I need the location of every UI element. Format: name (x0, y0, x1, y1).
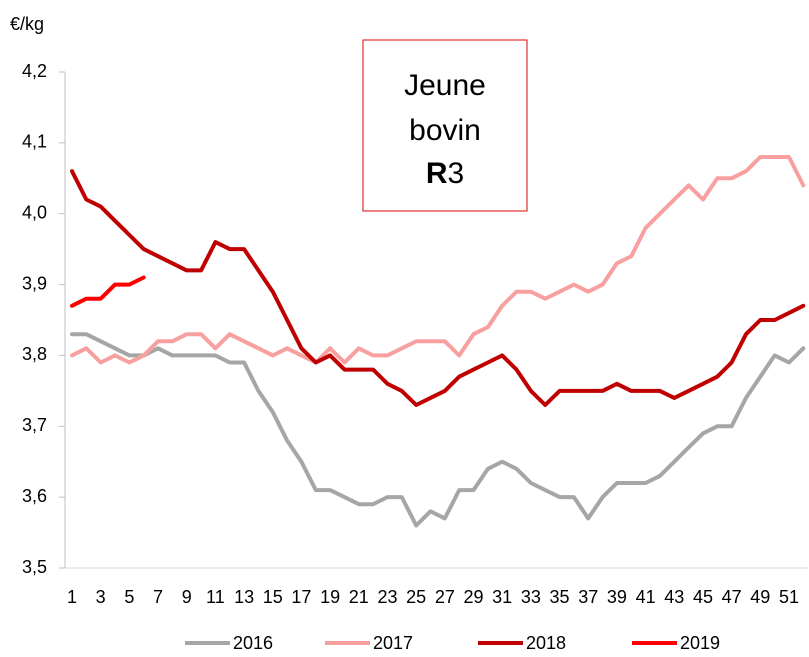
annotation-span: R (426, 157, 448, 190)
x-tick-label: 23 (377, 587, 397, 607)
x-tick-label: 15 (263, 587, 283, 607)
annotation-box (362, 39, 528, 212)
series-line (70, 155, 806, 365)
x-tick-label: 7 (153, 587, 163, 607)
x-tick-label: 41 (636, 587, 656, 607)
x-tick-label: 45 (693, 587, 713, 607)
x-tick-label: 51 (779, 587, 799, 607)
legend-label: 2017 (373, 633, 413, 653)
x-tick-label: 11 (206, 587, 225, 607)
annotation-span: Jeune (404, 69, 486, 102)
x-tick-label: 39 (607, 587, 627, 607)
x-tick-label: 27 (435, 587, 455, 607)
annotation-text: bovin (409, 114, 481, 147)
y-tick-label: 3,6 (22, 486, 47, 506)
x-tick-label: 9 (182, 587, 192, 607)
x-tick-label: 43 (664, 587, 684, 607)
legend-label: 2019 (680, 633, 720, 653)
y-tick-label: 3,9 (22, 273, 47, 293)
x-tick-label: 35 (550, 587, 570, 607)
x-tick-label: 49 (750, 587, 770, 607)
annotation-text: R3 (426, 157, 464, 190)
x-tick-label: 17 (291, 587, 311, 607)
legend-label: 2018 (526, 633, 566, 653)
series-line (70, 275, 146, 308)
legend-label: 2016 (233, 633, 273, 653)
annotation-text: Jeune (404, 69, 486, 102)
x-tick-label: 21 (349, 587, 369, 607)
y-tick-label: 3,5 (22, 557, 47, 577)
series-line (70, 169, 806, 407)
y-tick-label: 4,0 (22, 202, 47, 222)
x-tick-label: 37 (578, 587, 598, 607)
y-tick-label: 3,7 (22, 415, 47, 435)
series-line (70, 332, 806, 528)
x-tick-label: 5 (124, 587, 134, 607)
annotation-span: 3 (447, 157, 464, 190)
x-tick-label: 1 (67, 587, 77, 607)
y-tick-label: 4,1 (22, 132, 47, 152)
x-tick-label: 25 (406, 587, 426, 607)
y-tick-label: 3,8 (22, 344, 47, 364)
x-tick-label: 13 (234, 587, 254, 607)
x-tick-label: 3 (96, 587, 106, 607)
x-tick-label: 33 (521, 587, 541, 607)
annotation-span: bovin (409, 114, 481, 147)
x-tick-label: 31 (492, 587, 512, 607)
x-tick-label: 47 (722, 587, 742, 607)
y-tick-label: 4,2 (22, 61, 47, 81)
y-axis-label: €/kg (10, 14, 44, 34)
x-tick-label: 29 (464, 587, 484, 607)
x-tick-label: 19 (320, 587, 340, 607)
